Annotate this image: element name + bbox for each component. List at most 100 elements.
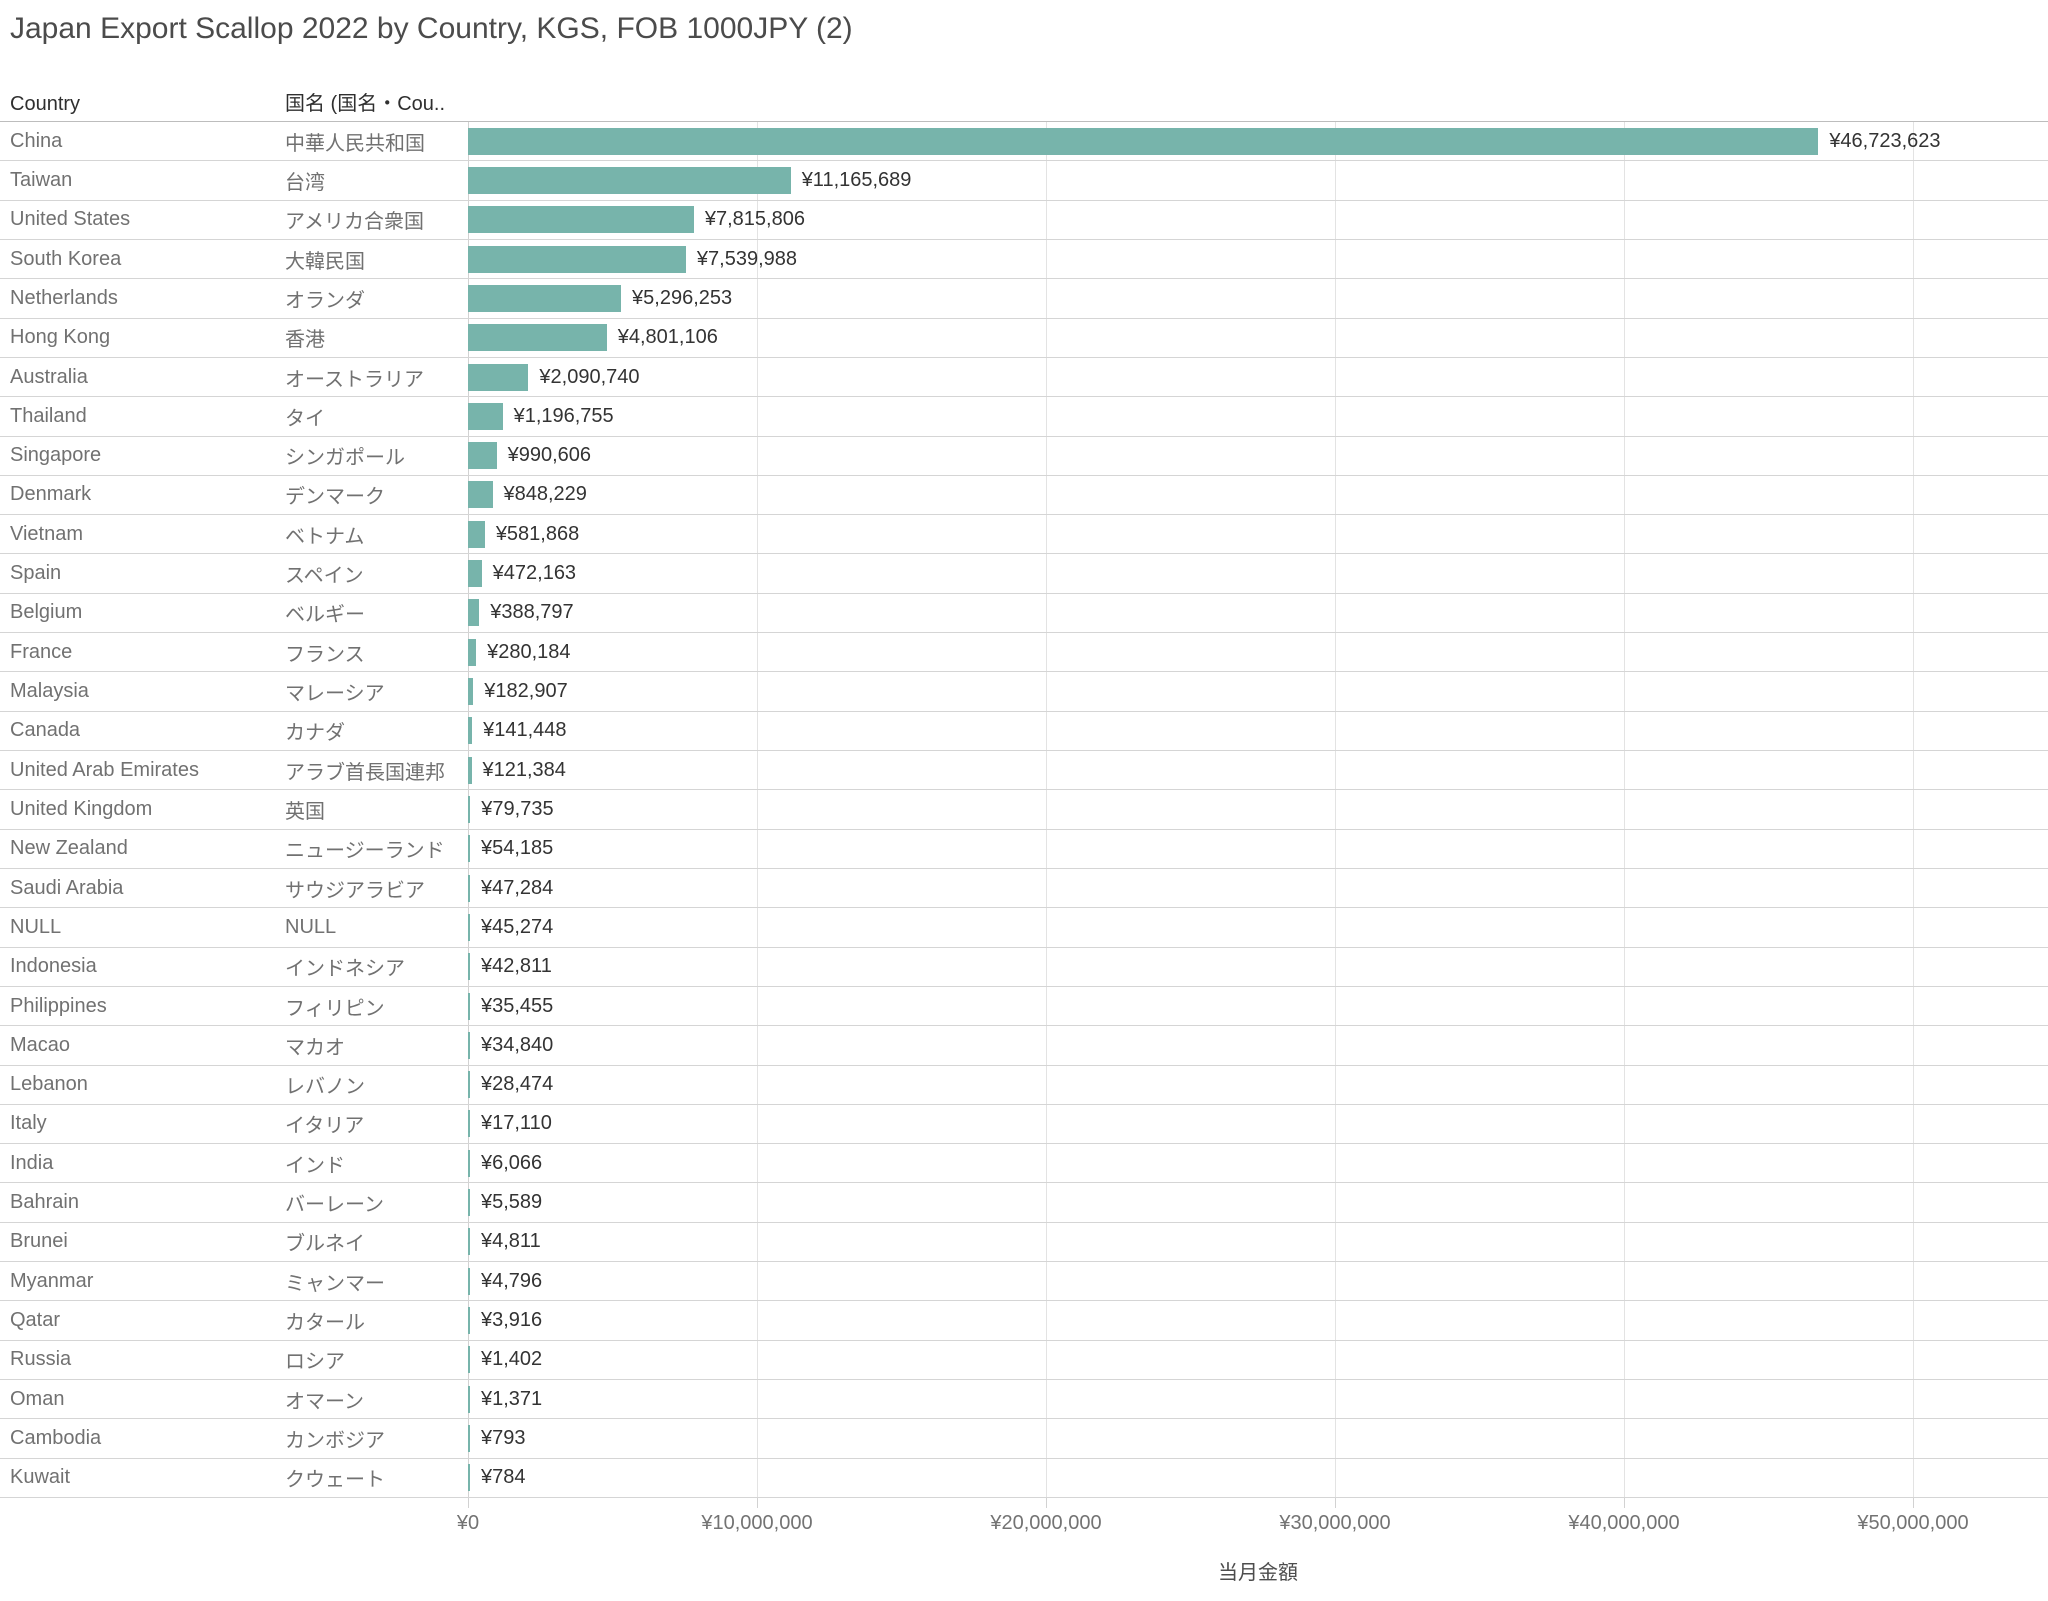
country-label[interactable]: Indonesia <box>10 955 97 978</box>
country-label[interactable]: Malaysia <box>10 680 89 703</box>
jp-name-label[interactable]: レバノン <box>285 1076 365 1099</box>
country-label[interactable]: United Kingdom <box>10 797 153 820</box>
jp-name-label[interactable]: オランダ <box>285 289 365 312</box>
jp-name-label[interactable]: ロシア <box>285 1351 345 1374</box>
value-bar[interactable] <box>468 992 470 1020</box>
country-label[interactable]: Spain <box>10 562 62 585</box>
country-label[interactable]: Cambodia <box>10 1426 102 1449</box>
value-bar[interactable] <box>468 520 485 548</box>
value-bar[interactable] <box>468 1031 470 1059</box>
country-label[interactable]: Kuwait <box>10 1466 71 1489</box>
country-label[interactable]: Netherlands <box>10 286 118 309</box>
country-label[interactable]: Thailand <box>10 404 87 427</box>
jp-name-label[interactable]: カンボジア <box>285 1429 385 1452</box>
country-label[interactable]: France <box>10 640 73 663</box>
value-bar[interactable] <box>468 1071 470 1099</box>
country-label[interactable]: Hong Kong <box>10 326 111 349</box>
country-label[interactable]: Russia <box>10 1348 72 1371</box>
jp-name-label[interactable]: ベトナム <box>285 525 365 548</box>
value-bar[interactable] <box>468 717 473 745</box>
value-bar[interactable] <box>468 1385 470 1413</box>
value-bar[interactable] <box>468 402 503 430</box>
jp-name-label[interactable]: アメリカ合衆国 <box>285 211 424 234</box>
country-label[interactable]: United Arab Emirates <box>10 758 199 781</box>
jp-name-label[interactable]: インドネシア <box>285 958 405 981</box>
jp-name-label[interactable]: ブルネイ <box>285 1233 365 1256</box>
jp-name-label[interactable]: オーストラリア <box>285 368 424 391</box>
value-bar[interactable] <box>468 560 482 588</box>
value-bar[interactable] <box>468 206 694 234</box>
value-bar[interactable] <box>468 953 470 981</box>
value-bar[interactable] <box>468 795 471 823</box>
country-label[interactable]: Australia <box>10 365 88 388</box>
value-bar[interactable] <box>468 874 470 902</box>
value-bar[interactable] <box>468 678 474 706</box>
value-bar[interactable] <box>468 1424 470 1452</box>
country-label[interactable]: NULL <box>10 915 62 938</box>
country-label[interactable]: Italy <box>10 1112 47 1135</box>
jp-name-label[interactable]: 台湾 <box>285 171 325 194</box>
country-label[interactable]: Qatar <box>10 1309 61 1332</box>
country-label[interactable]: United States <box>10 208 131 231</box>
value-bar[interactable] <box>468 324 607 352</box>
value-bar[interactable] <box>468 1307 470 1335</box>
value-bar[interactable] <box>468 638 477 666</box>
value-bar[interactable] <box>468 756 472 784</box>
value-bar[interactable] <box>468 1110 470 1138</box>
jp-name-label[interactable]: カタール <box>285 1312 365 1335</box>
jp-name-label[interactable]: マカオ <box>285 1036 345 1059</box>
value-bar[interactable] <box>468 245 686 273</box>
jp-name-label[interactable]: オマーン <box>285 1390 364 1413</box>
country-label[interactable]: Philippines <box>10 994 107 1017</box>
country-label[interactable]: Taiwan <box>10 168 73 191</box>
jp-name-label[interactable]: スペイン <box>285 565 364 588</box>
country-label[interactable]: Denmark <box>10 483 92 506</box>
value-bar[interactable] <box>468 166 791 194</box>
country-label[interactable]: New Zealand <box>10 837 128 860</box>
jp-name-label[interactable]: フィリピン <box>285 997 385 1020</box>
country-label[interactable]: Lebanon <box>10 1073 88 1096</box>
value-bar[interactable] <box>468 599 480 627</box>
jp-name-label[interactable]: アラブ首長国連邦 <box>285 761 445 784</box>
jp-name-label[interactable]: 中華人民共和国 <box>285 132 425 155</box>
country-label[interactable]: Macao <box>10 1033 71 1056</box>
country-label[interactable]: Singapore <box>10 444 102 467</box>
country-label[interactable]: South Korea <box>10 247 122 270</box>
country-label[interactable]: India <box>10 1151 54 1174</box>
value-bar[interactable] <box>468 1464 470 1492</box>
value-bar[interactable] <box>468 1267 470 1295</box>
country-label[interactable]: Saudi Arabia <box>10 876 124 899</box>
jp-name-label[interactable]: イタリア <box>285 1115 365 1138</box>
country-label[interactable]: China <box>10 129 63 152</box>
country-label[interactable]: Brunei <box>10 1230 68 1253</box>
value-bar[interactable] <box>468 1189 470 1217</box>
value-bar[interactable] <box>468 1228 470 1256</box>
value-bar[interactable] <box>468 127 1819 155</box>
value-bar[interactable] <box>468 284 622 312</box>
country-label[interactable]: Bahrain <box>10 1191 79 1214</box>
country-label[interactable]: Canada <box>10 719 81 742</box>
jp-name-label[interactable]: サウジアラビア <box>285 879 425 902</box>
jp-name-label[interactable]: 香港 <box>285 329 325 352</box>
value-bar[interactable] <box>468 481 493 509</box>
jp-name-label[interactable]: ミャンマー <box>285 1272 385 1295</box>
jp-name-label[interactable]: タイ <box>285 407 325 430</box>
jp-name-label[interactable]: カナダ <box>285 722 345 745</box>
jp-name-label[interactable]: ベルギー <box>285 604 365 627</box>
value-bar[interactable] <box>468 363 529 391</box>
jp-name-label[interactable]: 英国 <box>285 800 325 823</box>
value-bar[interactable] <box>468 913 470 941</box>
country-label[interactable]: Vietnam <box>10 522 84 545</box>
value-bar[interactable] <box>468 1149 470 1177</box>
jp-name-label[interactable]: ニュージーランド <box>285 840 445 863</box>
country-label[interactable]: Oman <box>10 1387 65 1410</box>
country-label[interactable]: Belgium <box>10 601 83 624</box>
jp-name-label[interactable]: 大韓民国 <box>285 250 365 273</box>
jp-name-label[interactable]: クウェート <box>285 1469 385 1492</box>
jp-name-label[interactable]: インド <box>285 1154 345 1177</box>
jp-name-label[interactable]: シンガポール <box>285 447 405 470</box>
jp-name-label[interactable]: NULL <box>285 915 337 938</box>
jp-name-label[interactable]: マレーシア <box>285 683 385 706</box>
jp-name-label[interactable]: デンマーク <box>285 486 385 509</box>
value-bar[interactable] <box>468 835 470 863</box>
